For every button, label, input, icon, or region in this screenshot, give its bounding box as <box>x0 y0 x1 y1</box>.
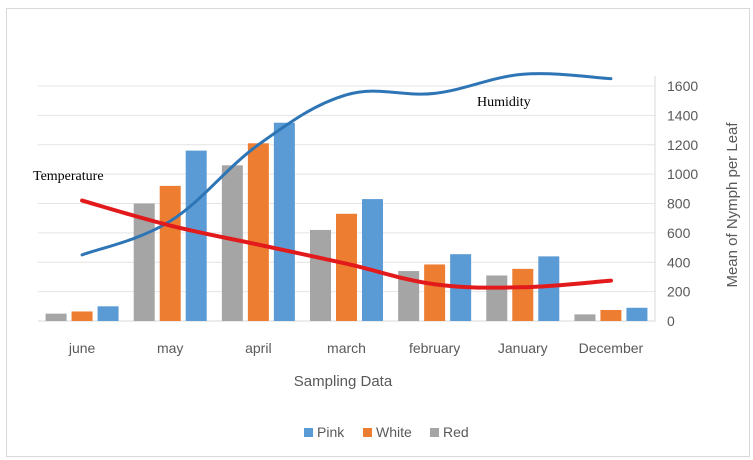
bar-pink <box>362 199 383 321</box>
bar-red <box>398 271 420 321</box>
temperature-annotation: Temperature <box>33 169 104 184</box>
line-temperature <box>80 198 613 290</box>
legend-label-white: White <box>376 424 412 440</box>
bar-red <box>310 229 331 321</box>
x-tick-label: february <box>409 340 460 356</box>
bar-white <box>512 268 534 321</box>
humidity-annotation: Humidity <box>477 95 531 110</box>
legend-swatch-white <box>363 428 372 437</box>
y-tick-label: 1600 <box>667 78 698 94</box>
trend-lines <box>80 72 613 290</box>
bar-red <box>45 313 67 321</box>
x-tick-label: march <box>327 340 366 356</box>
bar-red <box>221 165 243 321</box>
bar-pink <box>273 122 295 321</box>
x-tick-label: January <box>498 340 548 356</box>
legend-swatch-pink <box>304 428 313 437</box>
y-tick-label: 1200 <box>667 137 698 153</box>
y-axis-ticks: 0 200 400 600 800 1000 1200 1400 1600 <box>667 78 698 329</box>
y-tick-label: 1400 <box>667 107 698 123</box>
legend-label-red: Red <box>443 424 469 440</box>
bar-pink <box>97 306 119 321</box>
x-axis-ticks: june may april march february January December <box>68 340 644 356</box>
bar-pink <box>538 256 560 321</box>
bar-red <box>486 275 508 321</box>
legend-label-pink: Pink <box>317 424 345 440</box>
legend: Pink White Red <box>304 424 469 440</box>
y-axis-title: Mean of Nymph per Leaf <box>724 122 741 288</box>
y-tick-label: 800 <box>667 196 691 212</box>
bar-white <box>247 143 269 321</box>
y-tick-label: 200 <box>667 284 691 300</box>
x-tick-label: may <box>157 340 183 356</box>
bar-white <box>336 213 357 321</box>
bar-white <box>424 264 446 321</box>
x-tick-label: December <box>579 340 644 356</box>
bar-white <box>600 309 622 321</box>
y-tick-label: 600 <box>667 225 691 241</box>
x-tick-label: june <box>68 340 96 356</box>
bar-white <box>71 311 93 321</box>
line-humidity <box>80 72 613 257</box>
y-tick-label: 0 <box>667 313 675 329</box>
bar-pink <box>626 307 648 321</box>
x-tick-label: april <box>245 340 271 356</box>
y-tick-label: 1000 <box>667 166 698 182</box>
bar-white <box>159 185 181 321</box>
legend-swatch-red <box>430 428 439 437</box>
bar-pink <box>185 150 207 321</box>
bars <box>45 122 648 321</box>
x-axis-title: Sampling Data <box>294 373 393 390</box>
y-tick-label: 400 <box>667 254 691 270</box>
bar-red <box>574 314 596 321</box>
